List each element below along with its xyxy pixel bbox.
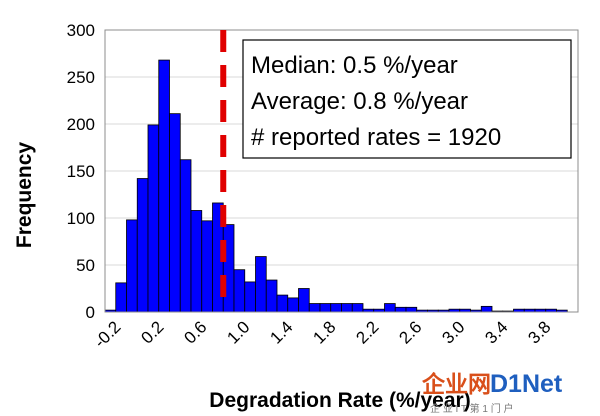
annotation-line-2: # reported rates = 1920 [251,124,501,151]
x-axis-title: Degradation Rate (%/year) [209,389,470,412]
bar-8 [190,210,203,313]
annotation-line-1: Average: 0.8 %/year [251,88,468,115]
bar-18 [298,288,310,313]
plot-border [104,29,579,313]
x-tick-label-2: 0.6 [180,317,210,347]
annotation-line-0: Median: 0.5 %/year [251,52,458,79]
x-tick-label-7: 2.6 [395,317,425,347]
x-tick-label-10: 3.8 [524,317,554,347]
annotation-frame [242,39,572,159]
y-axis-title: Frequency [13,142,36,249]
watermark-brand: D1Net [490,370,563,398]
bar-6 [169,113,181,313]
bar-14 [255,256,267,313]
y-tick-label-5: 250 [67,68,95,87]
x-tick-label-6: 2.2 [352,317,382,347]
plot-frame [104,29,579,313]
x-tick-label-1: 0.2 [137,317,167,347]
bar-11 [222,224,235,313]
y-tick-label-2: 100 [67,209,95,228]
bar-28 [405,306,418,313]
watermark-sub: 企 业 I T 第 1 门 户 [430,402,514,415]
bars [104,59,568,313]
bar-23 [351,303,364,313]
bar-2 [126,219,138,313]
x-tick-label-9: 3.4 [481,317,511,347]
bar-15 [265,279,278,313]
bar-13 [244,281,256,313]
annotation-box: Median: 0.5 %/year Average: 0.8 %/year # r… [242,39,572,159]
y-tick-label-4: 200 [67,115,95,134]
y-tick-label-1: 50 [76,256,95,275]
x-tick-label-4: 1.4 [266,317,296,347]
bar-7 [179,159,192,313]
bar-20 [319,303,332,313]
bar-9 [201,220,213,313]
bar-27 [394,306,407,313]
y-tick-label-3: 150 [67,162,95,181]
x-tick-label-3: 1.0 [223,317,253,347]
x-tick-label-8: 3.0 [438,317,468,347]
bar-17 [287,297,299,313]
x-tick-label-5: 1.8 [309,317,339,347]
bar-1 [115,282,127,313]
bar-35 [480,305,493,313]
bar-5 [158,59,170,313]
y-axis-ticks: 0 50 100 150 200 250 300 [67,21,95,322]
bar-16 [276,294,289,313]
bar-22 [341,303,353,313]
bar-26 [384,303,396,313]
bar-19 [308,303,321,313]
y-tick-label-0: 0 [86,303,95,322]
y-tick-label-6: 300 [67,21,95,40]
bar-21 [330,303,342,313]
bar-3 [136,178,149,313]
watermark-cn: 企业网 [421,371,491,397]
bar-4 [147,124,160,313]
watermark: 企业网 D1Net 企 业 I T 第 1 门 户 [421,370,563,415]
x-axis-ticks: -0.2 0.2 0.6 1.0 1.4 1.8 2.2 2.6 3.0 3.4 3.8 [90,317,554,351]
bar-12 [233,269,246,313]
x-tick-label-0: -0.2 [90,317,124,351]
